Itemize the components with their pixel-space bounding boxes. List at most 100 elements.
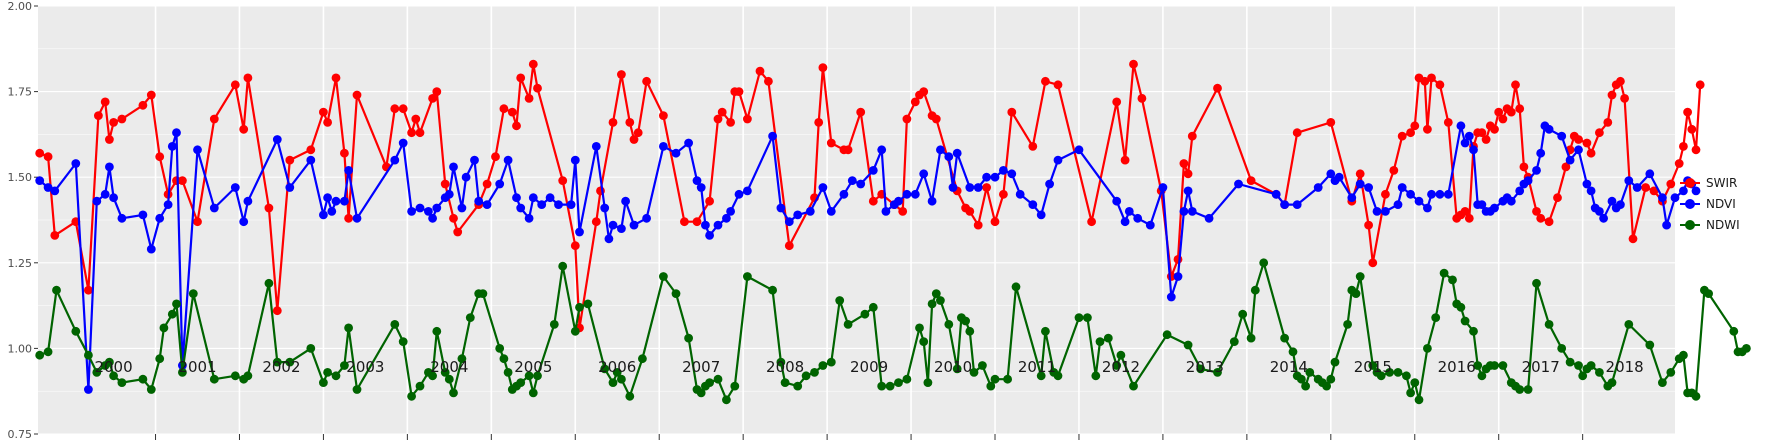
- data-point-swir: [1607, 90, 1617, 100]
- data-point-ndvi: [839, 189, 849, 199]
- data-point-ndwi: [528, 388, 538, 398]
- data-point-ndvi: [776, 203, 786, 213]
- data-point-ndwi: [638, 354, 647, 364]
- data-point-swir: [272, 306, 282, 316]
- data-point-swir: [1187, 131, 1197, 141]
- data-point-swir: [138, 100, 148, 110]
- data-point-ndvi: [1074, 145, 1084, 155]
- data-point-ndwi: [1460, 316, 1470, 326]
- data-point-ndvi: [1443, 189, 1453, 199]
- data-point-ndwi: [986, 381, 996, 391]
- data-point-swir: [528, 59, 538, 69]
- data-point-swir: [1381, 189, 1390, 199]
- data-point-ndwi: [575, 302, 584, 312]
- legend-item-ndvi: NDVI: [1680, 197, 1736, 211]
- data-point-ndwi: [978, 361, 987, 370]
- data-point-ndvi: [927, 196, 937, 206]
- data-point-ndwi: [306, 344, 316, 353]
- data-point-ndwi: [465, 313, 475, 322]
- data-point-ndwi: [1402, 371, 1411, 381]
- data-point-ndvi: [340, 196, 349, 206]
- data-point-ndwi: [1490, 361, 1499, 370]
- data-point-swir: [428, 94, 437, 103]
- data-point-swir: [1112, 97, 1122, 107]
- data-point-swir: [319, 107, 328, 117]
- data-point-ndwi: [178, 368, 187, 377]
- data-point-ndwi: [1288, 347, 1298, 357]
- data-point-ndwi: [1691, 391, 1701, 401]
- data-point-swir: [629, 135, 639, 144]
- data-point-ndwi: [43, 347, 53, 357]
- data-point-swir: [155, 152, 165, 162]
- data-point-ndvi: [470, 155, 479, 165]
- data-point-ndwi: [860, 309, 870, 319]
- data-point-ndvi: [1271, 189, 1281, 199]
- data-point-ndvi: [1045, 179, 1054, 189]
- data-point-swir: [625, 118, 635, 127]
- data-point-ndvi: [415, 203, 425, 213]
- data-point-swir: [1477, 128, 1487, 138]
- data-point-ndwi: [1414, 395, 1424, 405]
- data-point-ndvi: [1372, 207, 1382, 216]
- data-point-ndvi: [1007, 169, 1017, 179]
- data-point-swir: [533, 83, 542, 93]
- data-point-swir: [982, 183, 991, 192]
- data-point-ndvi: [1632, 183, 1642, 192]
- data-point-ndwi: [1246, 333, 1256, 343]
- data-point-ndvi: [1523, 176, 1533, 186]
- data-point-ndwi: [1229, 337, 1239, 346]
- data-point-swir: [1666, 179, 1676, 189]
- data-point-ndvi: [671, 148, 681, 158]
- data-point-ndwi: [919, 337, 929, 346]
- data-point-swir: [591, 217, 601, 227]
- data-point-ndvi: [1506, 196, 1516, 206]
- data-point-swir: [1007, 107, 1017, 117]
- data-point-swir: [209, 114, 219, 124]
- data-point-ndvi: [524, 213, 534, 223]
- data-point-swir: [1620, 94, 1629, 103]
- data-point-ndwi: [1477, 371, 1487, 381]
- data-point-swir: [659, 111, 668, 120]
- data-point-ndvi: [982, 172, 991, 182]
- data-point-swir: [734, 87, 744, 96]
- data-point-ndvi: [1477, 200, 1487, 210]
- data-point-ndwi: [444, 374, 454, 384]
- data-point-ndvi: [100, 189, 110, 199]
- data-point-ndwi: [117, 378, 127, 387]
- data-point-swir: [512, 121, 521, 131]
- data-point-swir: [352, 90, 362, 100]
- data-point-ndwi: [503, 368, 513, 377]
- data-point-ndvi: [1112, 196, 1122, 206]
- data-point-swir: [931, 114, 941, 124]
- data-point-ndwi: [696, 388, 706, 398]
- data-point-ndwi: [780, 378, 790, 387]
- data-point-ndwi: [1003, 374, 1012, 384]
- data-point-ndwi: [1393, 368, 1403, 377]
- data-point-swir: [1443, 118, 1453, 127]
- data-point-ndvi: [1120, 217, 1130, 227]
- data-point-swir: [146, 90, 156, 100]
- data-point-ndwi: [583, 299, 593, 309]
- data-point-ndwi: [1473, 361, 1483, 370]
- data-point-swir: [1679, 142, 1688, 151]
- data-point-swir: [340, 148, 349, 158]
- data-point-ndwi: [1301, 381, 1310, 391]
- data-point-ndvi: [457, 203, 467, 213]
- data-point-ndvi: [444, 189, 454, 199]
- data-point-ndwi: [478, 289, 488, 298]
- data-point-ndwi: [608, 378, 618, 387]
- data-point-ndvi: [1158, 183, 1168, 192]
- data-point-swir: [1183, 169, 1193, 179]
- data-point-ndvi: [617, 224, 626, 234]
- data-point-swir: [1435, 80, 1445, 90]
- data-point-ndwi: [1305, 368, 1315, 377]
- data-point-ndvi: [868, 166, 878, 175]
- data-point-ndvi: [474, 196, 484, 206]
- data-point-swir: [1397, 131, 1407, 141]
- data-point-swir: [1041, 76, 1050, 86]
- data-point-swir: [1674, 159, 1684, 168]
- data-point-ndwi: [172, 299, 181, 309]
- data-point-ndwi: [407, 391, 416, 401]
- data-point-ndwi: [146, 385, 156, 394]
